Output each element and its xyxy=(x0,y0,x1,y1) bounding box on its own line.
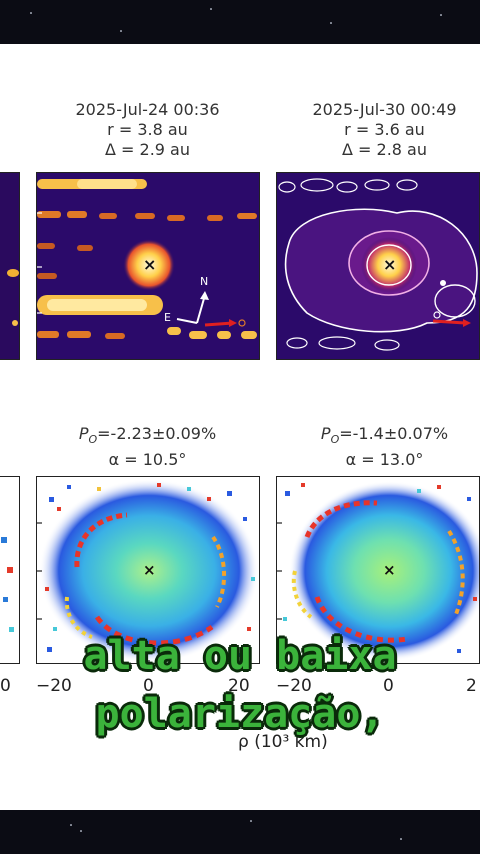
x-tick-label: 0 xyxy=(383,676,394,696)
subtitle-line-2: polarização, xyxy=(95,691,385,737)
center-marker: × xyxy=(383,255,397,274)
p0-subscript: O xyxy=(88,433,98,447)
panel-delta: Δ = 2.8 au xyxy=(342,140,427,159)
panel-r: r = 3.8 au xyxy=(107,120,188,139)
p0-subscript: O xyxy=(330,433,340,447)
p0-value: =-1.4±0.07% xyxy=(339,424,449,443)
panel-header-1: 2025-Jul-24 00:36 r = 3.8 au Δ = 2.9 au xyxy=(35,100,260,160)
p0-value: =-2.23±0.09% xyxy=(97,424,217,443)
p0-symbol: P xyxy=(78,424,89,443)
panel-header-2: 2025-Jul-30 00:49 r = 3.6 au Δ = 2.8 au xyxy=(272,100,480,160)
x-tick-label: 0 xyxy=(143,676,154,696)
phase-angle: α = 13.0° xyxy=(345,450,424,470)
subtitle-line-1: alta ou baixa xyxy=(83,633,397,679)
panel-date: 2025-Jul-24 00:36 xyxy=(75,100,220,119)
pol-panel-1: × xyxy=(36,476,260,664)
compass-east-label: E xyxy=(164,311,171,324)
bottom-dark-band xyxy=(0,810,480,854)
pol-panel-partial xyxy=(0,476,20,664)
panel-date: 2025-Jul-30 00:49 xyxy=(312,100,457,119)
x-tick-label: 2 xyxy=(466,676,477,696)
panel-r: r = 3.6 au xyxy=(344,120,425,139)
pol-header-1: PO=-2.23±0.09% α = 10.5° xyxy=(35,424,260,470)
video-frame: 2025-Jul-24 00:36 r = 3.8 au Δ = 2.9 au … xyxy=(0,44,480,810)
x-tick-label: 0 xyxy=(0,676,11,696)
center-marker: × xyxy=(383,561,396,579)
p0-symbol: P xyxy=(320,424,331,443)
image-panel-1: × N E xyxy=(36,172,260,360)
x-axis-label: ρ (10³ km) xyxy=(238,732,328,752)
panel-delta: Δ = 2.9 au xyxy=(105,140,190,159)
image-panel-2: × xyxy=(276,172,480,360)
center-marker: × xyxy=(143,255,157,274)
compass-north-label: N xyxy=(200,275,209,288)
image-panel-partial xyxy=(0,172,20,360)
x-tick-label: 20 xyxy=(228,676,250,696)
top-dark-band xyxy=(0,0,480,44)
pol-panel-2: × xyxy=(276,476,480,664)
x-tick-label: −20 xyxy=(276,676,312,696)
pol-header-2: PO=-1.4±0.07% α = 13.0° xyxy=(272,424,480,470)
center-marker: × xyxy=(143,561,156,579)
x-tick-label: −20 xyxy=(36,676,72,696)
phase-angle: α = 10.5° xyxy=(108,450,187,470)
